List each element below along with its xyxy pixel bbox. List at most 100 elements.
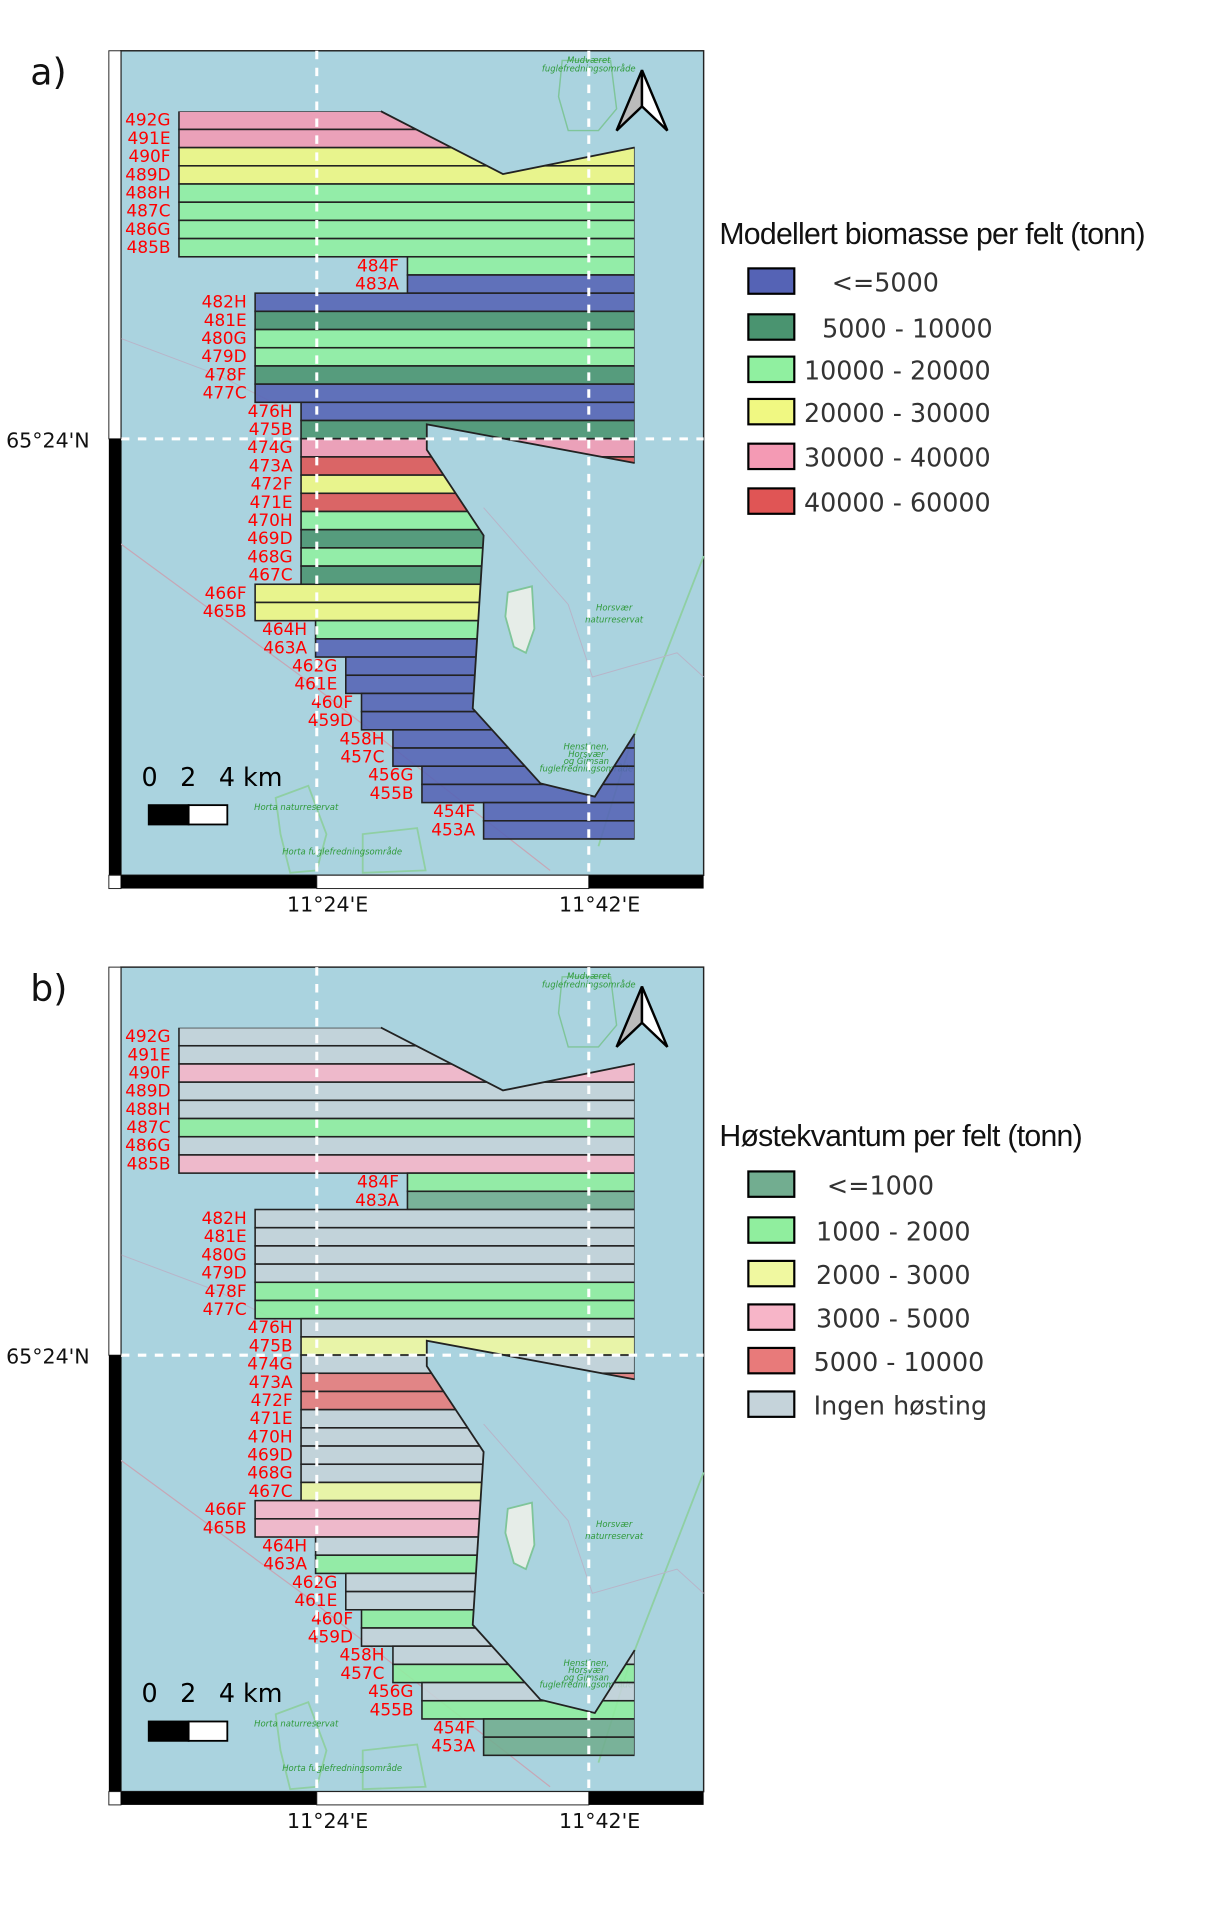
field-label: 458H bbox=[339, 1645, 384, 1665]
field-484F bbox=[406, 1172, 635, 1193]
field-label: 486G bbox=[125, 219, 170, 239]
field-label: 481E bbox=[204, 1226, 247, 1246]
legend-item-label: 3000 - 5000 bbox=[816, 1303, 970, 1333]
field-486G bbox=[178, 1135, 635, 1156]
y-axis-label: 65°24'N bbox=[6, 1345, 90, 1369]
frame-bar bbox=[108, 438, 121, 876]
field-label: 464H bbox=[262, 1536, 307, 1556]
field-label: 491E bbox=[128, 1044, 171, 1064]
field-label: 466F bbox=[205, 583, 247, 603]
boundary-line bbox=[483, 1423, 704, 1594]
field-483A bbox=[406, 274, 635, 294]
scale-label: 2 bbox=[180, 762, 196, 792]
scale-bar bbox=[147, 804, 190, 826]
field-label: 462G bbox=[292, 656, 337, 676]
map-panel-a: a) Mudværet fuglefredningsområde Horsvær nat… bbox=[6, 50, 705, 917]
field-outline bbox=[425, 1339, 636, 1715]
place-name: Horsvær bbox=[596, 1519, 633, 1529]
place-name: og Gimsan bbox=[564, 1672, 609, 1682]
field-488H bbox=[178, 183, 635, 203]
panel-label: a) bbox=[30, 51, 66, 94]
field-label: 482H bbox=[202, 1208, 247, 1228]
field-label: 485B bbox=[127, 1153, 171, 1173]
place-name: Horta fuglefredningsområde bbox=[282, 1763, 402, 1773]
field-label: 458H bbox=[339, 728, 384, 748]
field-485B bbox=[178, 1154, 635, 1174]
place-name: Horsvær bbox=[568, 749, 605, 759]
legend-item-label: 5000 - 10000 bbox=[822, 313, 993, 343]
frame-bar bbox=[108, 966, 122, 1356]
island bbox=[504, 585, 536, 655]
place-name: Horsvær bbox=[596, 602, 633, 612]
field-label: 460F bbox=[311, 1608, 353, 1628]
place-name: Horta naturreservat bbox=[254, 802, 339, 812]
field-483A bbox=[406, 1190, 635, 1211]
field-label: 476H bbox=[248, 1317, 293, 1337]
field-label: 485B bbox=[127, 237, 171, 257]
place-name: Horta fuglefredningsområde bbox=[282, 847, 402, 857]
field-label: 479D bbox=[201, 1263, 246, 1283]
field-label: 465B bbox=[203, 601, 247, 621]
scale-label: 4 km bbox=[219, 762, 283, 792]
field-478F bbox=[254, 365, 635, 385]
legend-item-label: <=1000 bbox=[827, 1170, 934, 1200]
frame-bar bbox=[316, 1791, 590, 1806]
legend-swatch bbox=[747, 1303, 796, 1331]
field-label: 472F bbox=[251, 1390, 293, 1410]
map-panel-b: b) Mudværet fuglefredningsområde Horsvær nat… bbox=[6, 966, 705, 1833]
x-axis-label: 11°42'E bbox=[559, 893, 640, 917]
north-arrow-icon bbox=[640, 69, 669, 132]
field-label: 457C bbox=[340, 1663, 384, 1683]
field-label: 473A bbox=[249, 1372, 293, 1392]
field-453A bbox=[482, 820, 635, 840]
x-axis-label: 11°42'E bbox=[559, 1809, 640, 1833]
legend-item-label: Ingen høsting bbox=[814, 1390, 987, 1420]
field-478F bbox=[254, 1281, 635, 1302]
field-label: 475B bbox=[249, 1335, 293, 1355]
place-name: fuglefredningsområde bbox=[539, 1680, 633, 1690]
field-label: 487C bbox=[126, 201, 170, 221]
field-477C bbox=[254, 1299, 635, 1320]
field-487C bbox=[178, 1117, 635, 1138]
scale-label: 0 bbox=[141, 762, 157, 792]
field-label: 487C bbox=[126, 1117, 170, 1137]
field-label: 482H bbox=[202, 292, 247, 312]
north-arrow-icon bbox=[640, 986, 669, 1048]
field-label: 469D bbox=[247, 1445, 292, 1465]
field-label: 478F bbox=[205, 1281, 247, 1301]
scale-label: 2 bbox=[180, 1678, 196, 1708]
legend-swatch bbox=[747, 397, 796, 426]
scale-label: 0 bbox=[141, 1678, 157, 1708]
field-label: 488H bbox=[126, 1099, 171, 1119]
field-label: 469D bbox=[247, 528, 292, 548]
field-label: 459D bbox=[308, 1626, 353, 1646]
x-axis-label: 11°24'E bbox=[287, 893, 368, 917]
field-label: 477C bbox=[203, 383, 247, 403]
legend-title: Høstekvantum per felt (tonn) bbox=[719, 1120, 1082, 1153]
legend-swatch bbox=[747, 313, 796, 341]
scale-label: 4 km bbox=[219, 1678, 283, 1708]
field-477C bbox=[254, 383, 635, 404]
legend-item-label: 1000 - 2000 bbox=[816, 1216, 970, 1246]
field-label: 479D bbox=[201, 346, 246, 366]
field-label: 474G bbox=[247, 437, 292, 457]
field-label: 467C bbox=[249, 1481, 293, 1501]
field-453A bbox=[482, 1736, 635, 1757]
protected-area-outline bbox=[557, 59, 618, 132]
field-label: 454F bbox=[433, 801, 475, 821]
field-label: 459D bbox=[308, 710, 353, 730]
field-481E bbox=[254, 1226, 635, 1247]
protected-area-outline bbox=[557, 976, 618, 1048]
field-label: 456G bbox=[368, 1681, 413, 1701]
protected-area-outline bbox=[361, 827, 427, 874]
frame-bar bbox=[108, 50, 122, 440]
place-name: Horsvær bbox=[568, 1665, 605, 1675]
protected-area-outline bbox=[361, 1743, 427, 1791]
field-label: 465B bbox=[203, 1517, 247, 1537]
field-479D bbox=[254, 1263, 635, 1284]
field-label: 453A bbox=[431, 1736, 475, 1756]
field-label: 491E bbox=[128, 128, 171, 148]
legend-title: Modellert biomasse per felt (tonn) bbox=[719, 218, 1144, 251]
field-label: 477C bbox=[203, 1299, 247, 1319]
